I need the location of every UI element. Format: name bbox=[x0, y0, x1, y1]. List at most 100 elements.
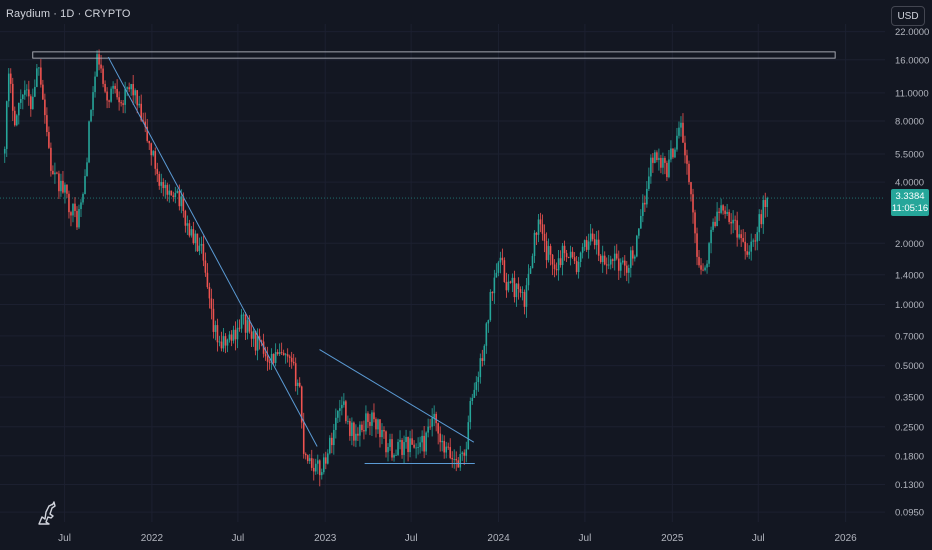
candle-body bbox=[224, 336, 227, 346]
candle-body bbox=[204, 260, 207, 273]
candle-body bbox=[345, 401, 347, 422]
currency-button[interactable]: USD bbox=[891, 6, 925, 26]
candle-body bbox=[459, 454, 462, 468]
candle-body bbox=[318, 460, 321, 476]
candle-body bbox=[652, 157, 654, 163]
last-price-value: 3.3384 bbox=[895, 191, 925, 202]
candle-body bbox=[236, 327, 239, 340]
candle-body bbox=[746, 251, 748, 255]
candle-body bbox=[742, 238, 744, 242]
y-axis[interactable]: 22.0000 16.0000 11.0000 8.0000 5.5000 4.0000 2… bbox=[895, 27, 929, 519]
candle-body bbox=[555, 269, 558, 271]
candle-body bbox=[194, 233, 197, 244]
candle-body bbox=[405, 436, 407, 443]
candle-body bbox=[764, 200, 767, 208]
candle-body bbox=[206, 272, 209, 288]
candle-body bbox=[322, 457, 325, 473]
candle-body bbox=[621, 260, 624, 263]
candle-body bbox=[489, 292, 492, 321]
y-tick-label: 0.1300 bbox=[895, 480, 924, 491]
trendline[interactable] bbox=[319, 349, 475, 443]
candle-body bbox=[670, 148, 672, 160]
candle-body bbox=[501, 257, 504, 261]
candle-body bbox=[630, 250, 632, 268]
candle-body bbox=[351, 422, 353, 436]
candle-body bbox=[142, 120, 145, 122]
candle-body bbox=[292, 361, 295, 364]
candle-body bbox=[76, 210, 78, 228]
candle-body bbox=[421, 435, 423, 443]
candle-body bbox=[3, 148, 6, 154]
candle-body bbox=[403, 442, 405, 455]
candle-body bbox=[744, 241, 746, 252]
candle-body bbox=[415, 447, 417, 449]
y-tick-label: 8.0000 bbox=[895, 116, 924, 127]
candle-body bbox=[674, 149, 676, 158]
candle-body bbox=[82, 194, 84, 203]
resistance-rectangle[interactable] bbox=[32, 51, 836, 59]
candle-body bbox=[397, 441, 399, 455]
x-tick-label: Jul bbox=[579, 533, 592, 544]
candle-body bbox=[497, 262, 500, 273]
candle-body bbox=[732, 219, 734, 224]
candle-body bbox=[672, 148, 674, 158]
candle-body bbox=[7, 73, 10, 102]
candle-body bbox=[563, 245, 566, 254]
candle-body bbox=[375, 419, 377, 430]
candle-body bbox=[399, 440, 401, 442]
candle-body bbox=[162, 182, 165, 189]
tradingview-dino-icon[interactable] bbox=[36, 500, 58, 526]
candle-body bbox=[50, 147, 52, 171]
candle-body bbox=[429, 426, 431, 428]
candle-body bbox=[718, 211, 720, 213]
candle-body bbox=[78, 209, 80, 228]
candle-body bbox=[369, 421, 371, 426]
candle-body bbox=[72, 203, 74, 216]
candle-body bbox=[499, 257, 502, 263]
candle-body bbox=[513, 277, 516, 298]
y-tick-label: 0.0950 bbox=[895, 508, 924, 519]
candle-body bbox=[517, 283, 520, 290]
candle-body bbox=[353, 422, 355, 441]
candle-body bbox=[331, 437, 333, 446]
candle-body bbox=[54, 172, 56, 175]
candle-body bbox=[658, 157, 660, 161]
candle-body bbox=[120, 102, 122, 104]
candle-body bbox=[20, 99, 22, 103]
candle-body bbox=[599, 255, 602, 263]
candle-body bbox=[304, 453, 307, 456]
chart-title: Raydium · 1D · CRYPTO bbox=[6, 8, 131, 20]
candle-body bbox=[766, 198, 769, 208]
candle-body bbox=[248, 320, 251, 332]
candle-body bbox=[698, 256, 700, 266]
x-axis[interactable]: Jul 2022 Jul 2023 Jul 2024 Jul 2025 Jul 2026 bbox=[58, 533, 857, 544]
candle-body bbox=[210, 298, 213, 309]
candle-body bbox=[40, 67, 42, 85]
candle-body bbox=[278, 352, 281, 355]
candle-body bbox=[690, 182, 692, 195]
candle-body bbox=[585, 240, 588, 250]
candle-body bbox=[38, 67, 40, 69]
candle-body bbox=[589, 233, 592, 242]
candle-body bbox=[150, 143, 153, 156]
candle-body bbox=[270, 353, 273, 363]
candle-body bbox=[463, 452, 466, 456]
candle-body bbox=[533, 232, 536, 257]
candle-body bbox=[702, 269, 704, 271]
candle-body bbox=[427, 426, 429, 433]
candle-body bbox=[411, 438, 413, 445]
candle-body bbox=[401, 440, 403, 455]
candle-body bbox=[706, 263, 708, 268]
candle-body bbox=[86, 162, 88, 177]
candle-body bbox=[740, 234, 742, 239]
candle-body bbox=[409, 438, 411, 453]
y-tick-label: 0.7000 bbox=[895, 331, 924, 342]
candle-body bbox=[244, 314, 247, 333]
candle-body bbox=[222, 336, 225, 349]
y-tick-label: 0.5000 bbox=[895, 361, 924, 372]
candle-body bbox=[686, 155, 688, 164]
candle-body bbox=[196, 233, 199, 252]
trendline[interactable] bbox=[107, 56, 318, 447]
candle-body bbox=[349, 421, 351, 436]
